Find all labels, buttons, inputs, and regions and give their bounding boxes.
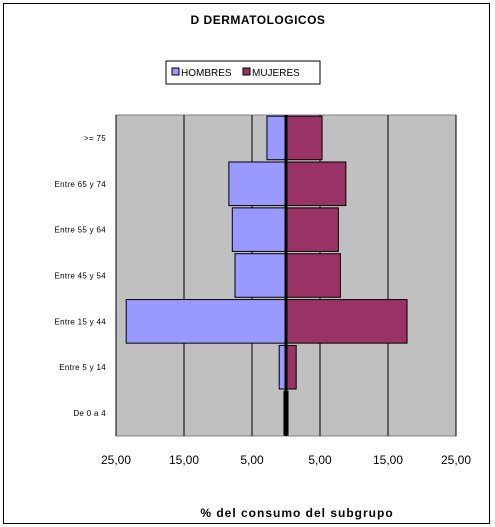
x-tick-label-2: 5,00: [240, 453, 264, 467]
x-tick-label-1: 15,00: [169, 453, 199, 467]
bar-mujeres-6: [285, 115, 323, 161]
x-tick-labels: 25,00 15,00 5,00 5,00 15,00 25,00: [101, 453, 471, 467]
bar-mujeres-3: [285, 253, 341, 298]
legend-swatch-mujeres: [242, 67, 251, 76]
x-tick-label-4: 15,00: [373, 453, 403, 467]
legend-label-mujeres: MUJERES: [252, 68, 300, 79]
legend: HOMBRES MUJERES: [165, 60, 321, 85]
bar-mujeres-2: [285, 299, 408, 344]
x-tick-label-3: 5,00: [308, 453, 332, 467]
bar-mujeres-5: [285, 161, 347, 207]
bar-hombres-4: [231, 207, 287, 252]
legend-label-hombres: HOMBRES: [181, 68, 232, 79]
bars: [125, 115, 408, 436]
x-tick-label-5: 25,00: [441, 453, 471, 467]
bar-hombres-5: [228, 161, 287, 207]
chart-title: D DERMATOLOGICOS: [191, 13, 326, 27]
legend-swatch-hombres: [171, 67, 180, 76]
bar-hombres-6: [266, 115, 287, 161]
category-label-5: Entre 65 y 74: [55, 180, 107, 189]
category-label-0: De 0 a 4: [73, 409, 106, 418]
x-axis-label: % del consumo del subgrupo: [200, 506, 393, 520]
category-label-2: Entre 15 y 44: [55, 317, 107, 326]
bar-mujeres-1: [285, 344, 297, 390]
category-label-3: Entre 45 y 54: [55, 272, 107, 281]
category-label-1: Entre 5 y 14: [59, 363, 106, 372]
bar-hombres-2: [125, 299, 287, 344]
x-tick-label-0: 25,00: [101, 453, 131, 467]
bar-hombres-3: [234, 253, 287, 298]
category-labels: De 0 a 4 Entre 5 y 14 Entre 15 y 44 Entre 4…: [55, 134, 107, 418]
category-label-6: >= 75: [84, 134, 106, 143]
bar-mujeres-4: [285, 207, 339, 252]
category-label-4: Entre 55 y 64: [55, 226, 107, 235]
